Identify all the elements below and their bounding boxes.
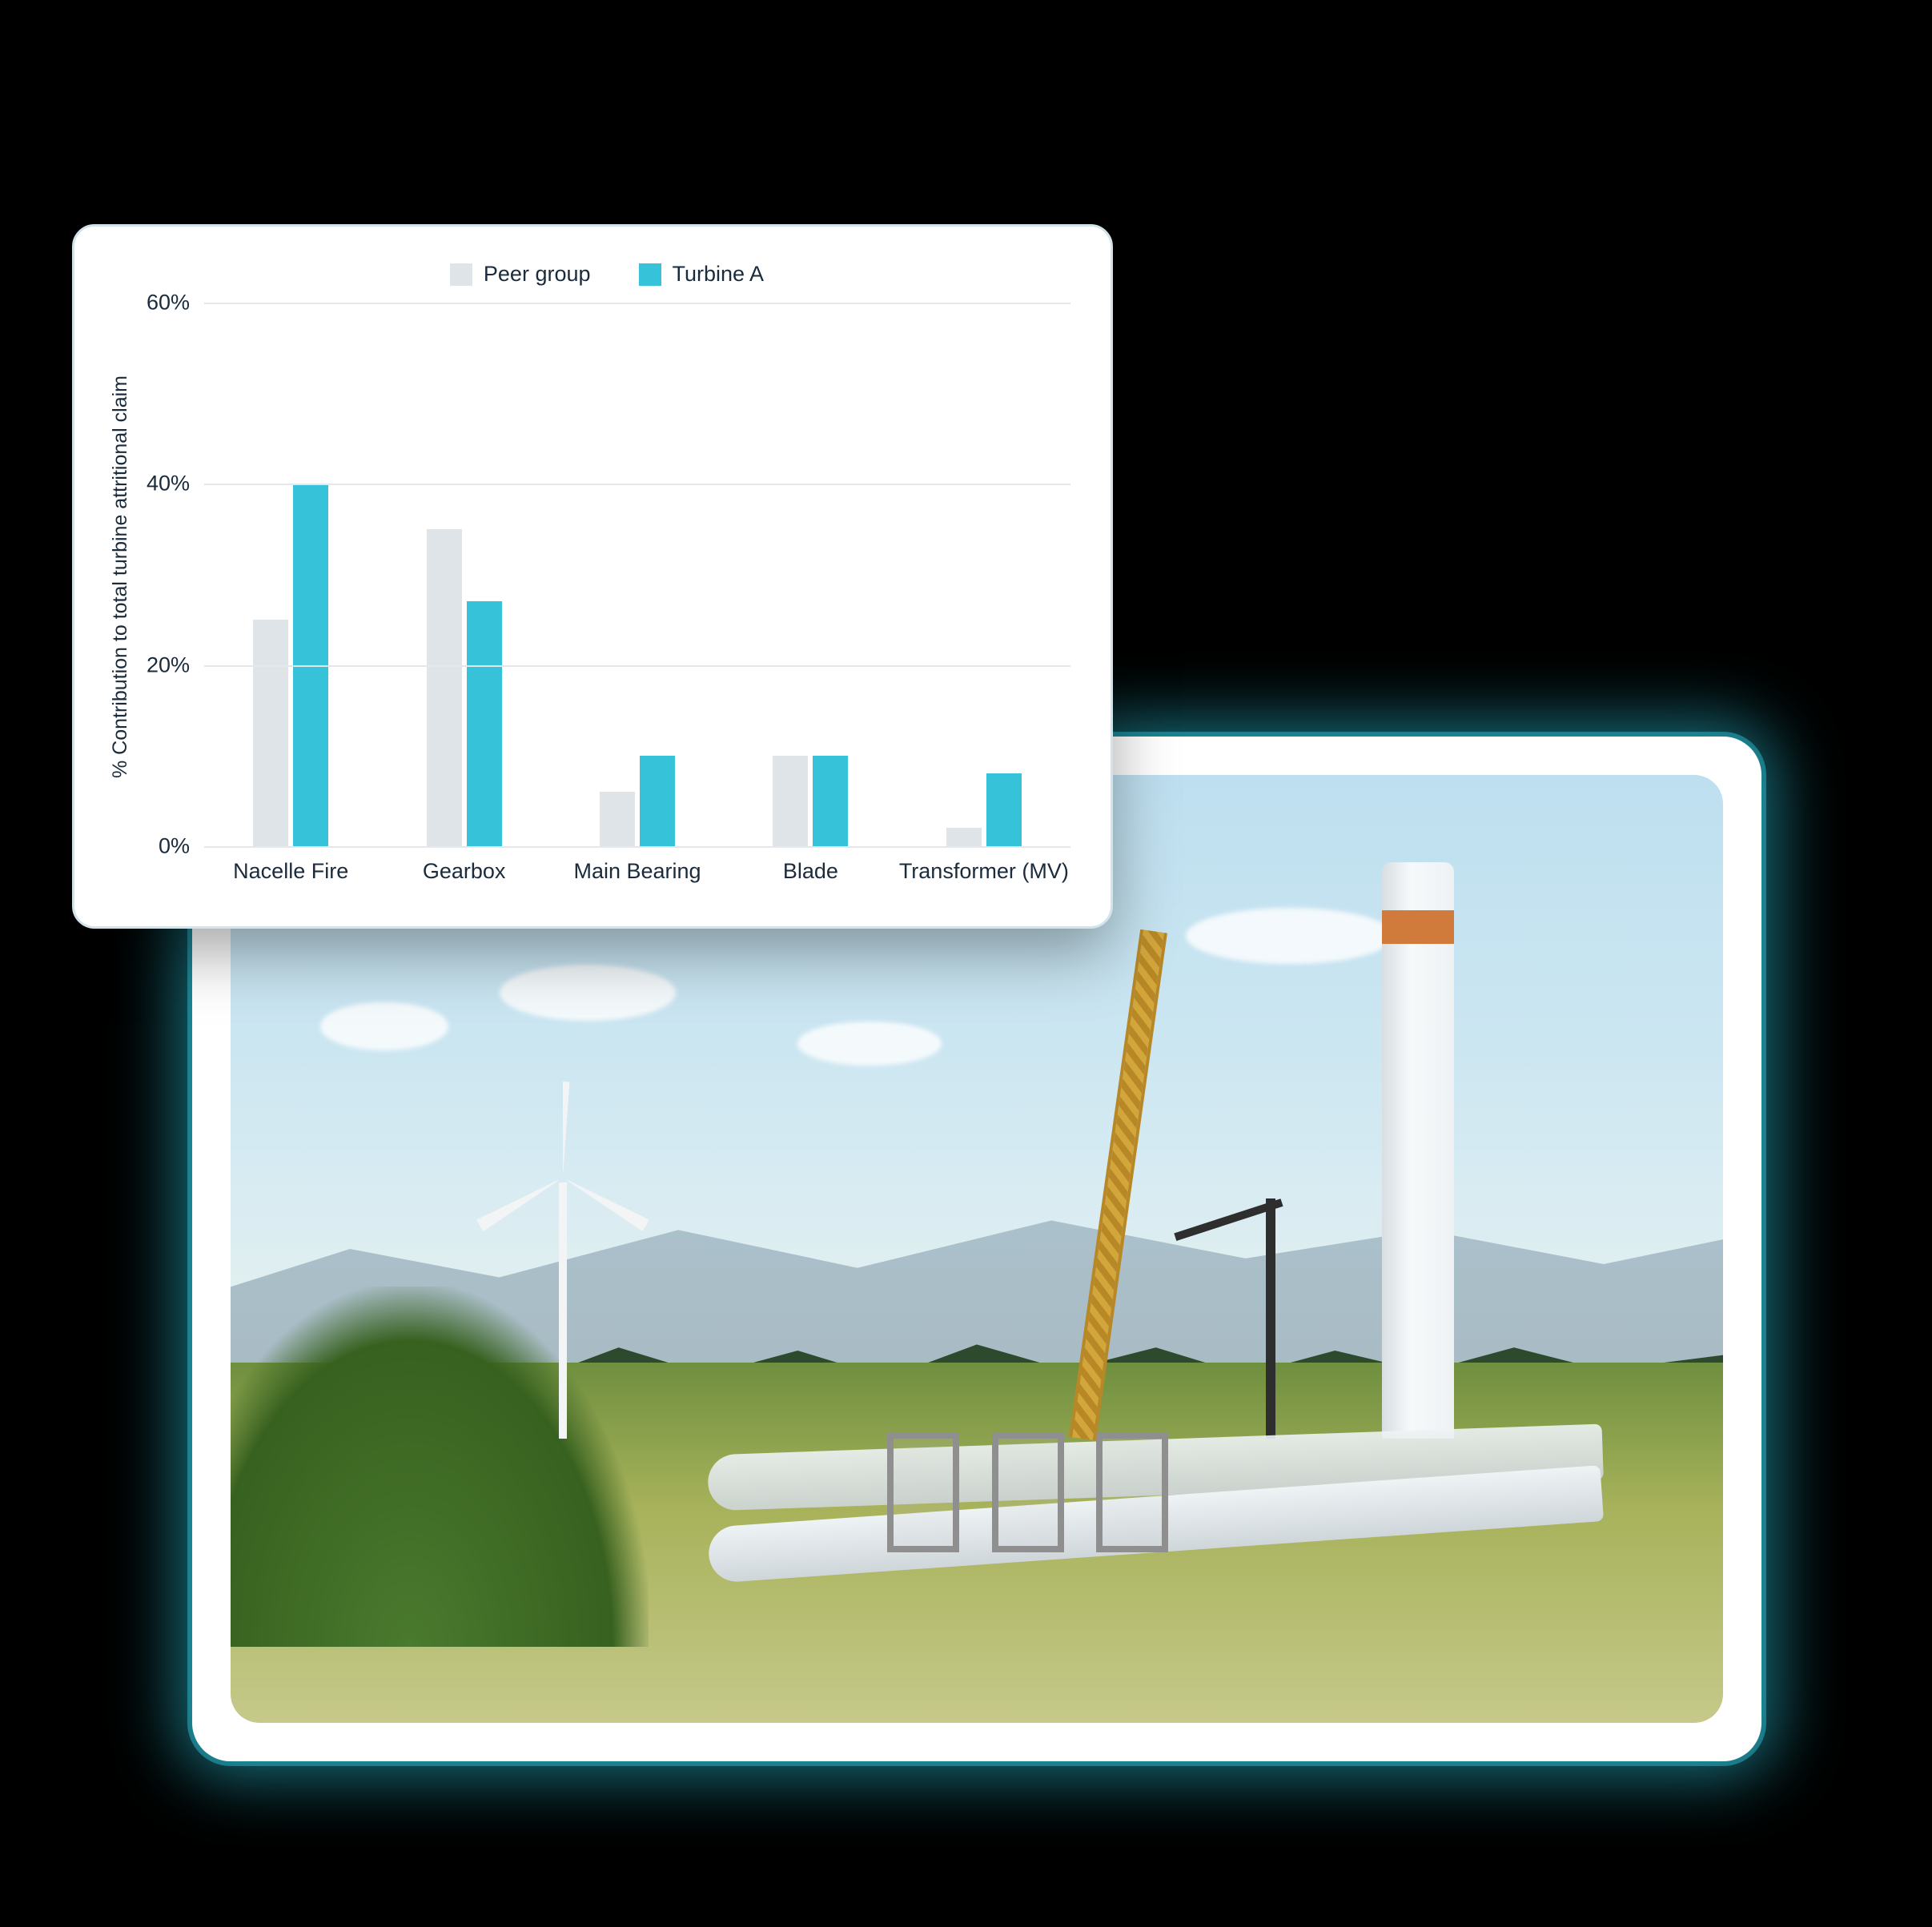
chart-card: % Contribution to total turbine attritio… bbox=[72, 224, 1113, 929]
x-tick-label: Nacelle Fire bbox=[204, 859, 377, 884]
bar-peer-group bbox=[427, 529, 462, 846]
gridline bbox=[204, 846, 1070, 848]
legend-item-peer-group: Peer group bbox=[450, 262, 591, 287]
y-axis-label: % Contribution to total turbine attritio… bbox=[110, 375, 133, 777]
y-tick-label: 60% bbox=[147, 291, 204, 315]
bar-turbine-a bbox=[813, 756, 848, 846]
x-tick-label: Gearbox bbox=[377, 859, 550, 884]
chart-legend: Peer group Turbine A bbox=[143, 259, 1070, 303]
legend-swatch bbox=[450, 263, 472, 286]
chart-main: Peer group Turbine A Nacelle FireGearbox… bbox=[143, 259, 1070, 894]
bar-turbine-a bbox=[467, 601, 502, 846]
legend-item-turbine-a: Turbine A bbox=[639, 262, 765, 287]
legend-swatch bbox=[639, 263, 661, 286]
y-tick-label: 20% bbox=[147, 652, 204, 677]
x-tick-label: Main Bearing bbox=[551, 859, 724, 884]
x-tick-label: Blade bbox=[724, 859, 897, 884]
plot-area: Nacelle FireGearboxMain BearingBladeTran… bbox=[204, 303, 1070, 846]
bar-peer-group bbox=[600, 792, 635, 846]
gridline bbox=[204, 484, 1070, 485]
bar-group bbox=[377, 303, 550, 846]
gridline bbox=[204, 303, 1070, 304]
bar-group bbox=[551, 303, 724, 846]
y-tick-label: 0% bbox=[159, 834, 204, 859]
bar-peer-group bbox=[253, 620, 288, 846]
bar-turbine-a bbox=[640, 756, 675, 846]
gridline bbox=[204, 665, 1070, 667]
y-tick-label: 40% bbox=[147, 472, 204, 496]
bar-group bbox=[204, 303, 377, 846]
legend-label: Turbine A bbox=[673, 262, 765, 287]
bar-peer-group bbox=[773, 756, 808, 846]
bar-turbine-a bbox=[986, 773, 1022, 846]
x-tick-label: Transformer (MV) bbox=[898, 859, 1070, 884]
bar-peer-group bbox=[946, 828, 982, 846]
bar-group bbox=[898, 303, 1070, 846]
legend-label: Peer group bbox=[484, 262, 591, 287]
bar-group bbox=[724, 303, 897, 846]
y-axis-label-wrap: % Contribution to total turbine attritio… bbox=[98, 259, 143, 894]
